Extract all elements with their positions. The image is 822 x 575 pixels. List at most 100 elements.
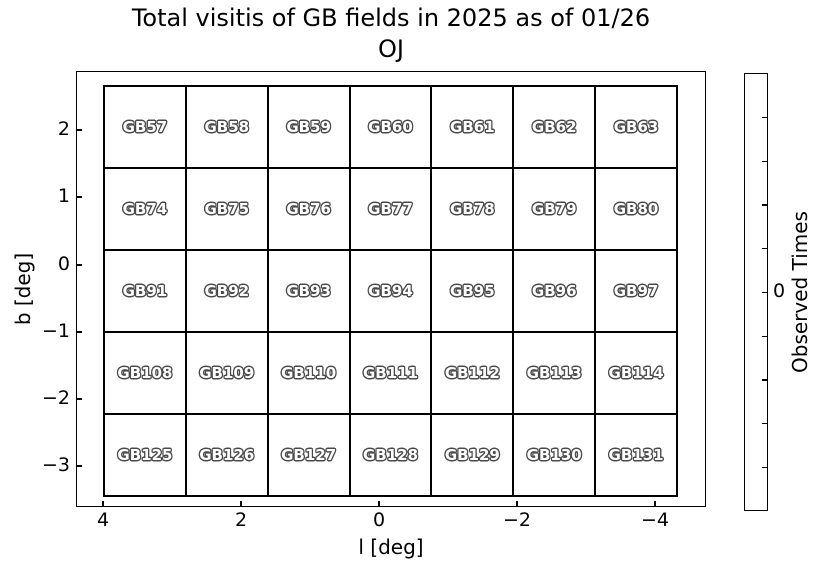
grid-cell-gb127: GB127 — [267, 414, 350, 496]
field-label: GB60 — [368, 117, 413, 136]
grid-cell-gb57: GB57 — [104, 86, 186, 168]
y-tick-label: 2 — [57, 118, 70, 140]
colorbar-label: Observed Times — [788, 211, 812, 373]
grid-cell-gb112: GB112 — [431, 332, 514, 414]
x-tick-label: −4 — [640, 509, 670, 531]
y-tick-label: −2 — [41, 387, 70, 409]
grid-cell-gb131: GB131 — [595, 414, 677, 496]
y-tick-label: 0 — [57, 253, 70, 275]
x-tick-mark — [654, 500, 656, 506]
grid-cell-gb125: GB125 — [104, 414, 186, 496]
field-label: GB111 — [362, 363, 419, 382]
y-tick-mark — [77, 331, 83, 333]
grid-cell-gb126: GB126 — [185, 414, 268, 496]
grid-cell-gb77: GB77 — [349, 168, 432, 250]
colorbar-tick-mark — [761, 116, 767, 119]
field-label: GB95 — [450, 281, 495, 300]
grid-cell-gb60: GB60 — [349, 86, 432, 168]
field-label: GB78 — [450, 199, 495, 218]
grid-cell-gb58: GB58 — [185, 86, 268, 168]
grid-cell-gb59: GB59 — [267, 86, 350, 168]
x-axis-label: l [deg] — [358, 535, 424, 559]
colorbar-tick-mark — [761, 248, 767, 250]
colorbar-tick-mark — [761, 204, 767, 206]
x-tick-label: −2 — [502, 509, 532, 531]
y-tick-mark — [77, 398, 83, 400]
colorbar-tick-mark — [761, 160, 767, 162]
field-label: GB79 — [531, 199, 577, 218]
field-label: GB57 — [122, 117, 168, 136]
field-label: GB110 — [281, 363, 337, 382]
field-grid: GB57 GB58 GB59 GB60 GB61 GB62 GB63 GB74 GB75 GB76… — [103, 85, 678, 497]
field-label: GB92 — [204, 281, 250, 300]
grid-cell-gb129: GB129 — [431, 414, 514, 496]
y-tick-label: 1 — [57, 185, 70, 207]
grid-cell-gb80: GB80 — [595, 168, 677, 250]
x-tick-mark — [102, 500, 104, 506]
y-tick-label: −1 — [41, 320, 70, 342]
field-label: GB91 — [122, 281, 168, 300]
field-label: GB58 — [204, 117, 250, 136]
field-label: GB75 — [204, 199, 250, 218]
grid-cell-gb97: GB97 — [595, 250, 677, 332]
field-label: GB62 — [531, 117, 577, 136]
grid-cell-gb93: GB93 — [267, 250, 350, 332]
field-label: GB131 — [608, 445, 664, 464]
grid-cell-gb108: GB108 — [104, 332, 186, 414]
field-label: GB126 — [199, 445, 255, 464]
colorbar-tick-mark — [761, 423, 767, 425]
x-tick-mark — [516, 500, 518, 506]
field-label: GB76 — [286, 199, 331, 218]
field-label: GB96 — [531, 281, 577, 300]
field-label: GB80 — [613, 199, 659, 218]
grid-cell-gb91: GB91 — [104, 250, 186, 332]
field-label: GB127 — [281, 445, 337, 464]
colorbar-tick-mark — [761, 379, 767, 381]
grid-cell-gb94: GB94 — [349, 250, 432, 332]
colorbar-tick-mark — [761, 466, 767, 469]
field-label: GB108 — [117, 363, 173, 382]
field-label: GB59 — [286, 117, 331, 136]
x-tick-label: 2 — [234, 509, 248, 531]
y-tick-mark — [77, 129, 83, 131]
grid-cell-gb63: GB63 — [595, 86, 677, 168]
field-label: GB94 — [368, 281, 413, 300]
field-label: GB63 — [613, 117, 659, 136]
x-tick-mark — [378, 500, 380, 506]
y-tick-mark — [77, 264, 83, 266]
grid-cell-gb95: GB95 — [431, 250, 514, 332]
colorbar-tick-label: 0 — [773, 280, 786, 302]
field-label: GB93 — [286, 281, 331, 300]
grid-cell-gb110: GB110 — [267, 332, 350, 414]
grid-cell-gb79: GB79 — [513, 168, 596, 250]
field-label: GB61 — [450, 117, 495, 136]
grid-cell-gb114: GB114 — [595, 332, 677, 414]
grid-cell-gb113: GB113 — [513, 332, 596, 414]
grid-cell-gb92: GB92 — [185, 250, 268, 332]
field-label: GB128 — [362, 445, 419, 464]
y-tick-mark — [77, 465, 83, 467]
grid-cell-gb61: GB61 — [431, 86, 514, 168]
grid-cell-gb78: GB78 — [431, 168, 514, 250]
grid-cell-gb62: GB62 — [513, 86, 596, 168]
field-label: GB77 — [368, 199, 413, 218]
field-label: GB74 — [122, 199, 168, 218]
x-tick-mark — [240, 500, 242, 506]
grid-cell-gb111: GB111 — [349, 332, 432, 414]
field-label: GB125 — [117, 445, 173, 464]
grid-cell-gb74: GB74 — [104, 168, 186, 250]
chart-subtitle: OJ — [378, 35, 404, 63]
grid-cell-gb96: GB96 — [513, 250, 596, 332]
y-tick-label: −3 — [41, 454, 70, 476]
grid-cell-gb128: GB128 — [349, 414, 432, 496]
x-tick-label: 4 — [96, 509, 110, 531]
field-label: GB114 — [608, 363, 664, 382]
grid-cell-gb75: GB75 — [185, 168, 268, 250]
field-label: GB113 — [526, 363, 582, 382]
y-axis-label: b [deg] — [11, 252, 35, 326]
grid-cell-gb109: GB109 — [185, 332, 268, 414]
field-label: GB109 — [199, 363, 255, 382]
field-label: GB97 — [613, 281, 659, 300]
field-label: GB130 — [526, 445, 582, 464]
